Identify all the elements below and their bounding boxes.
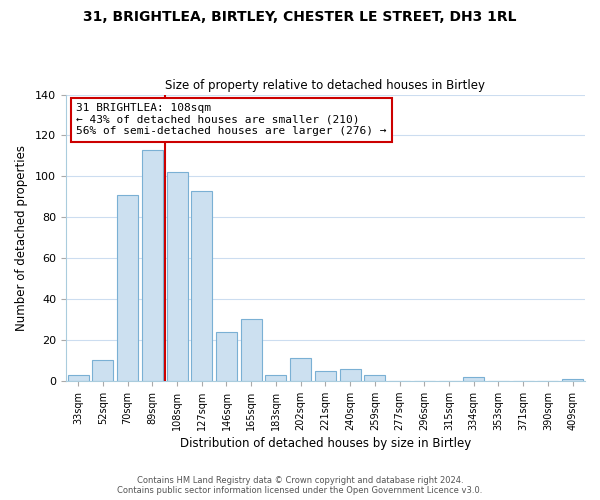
Bar (265, 374, 286, 381)
Bar (340, 368, 361, 381)
Bar (167, 172, 188, 381)
Bar (290, 358, 311, 381)
Y-axis label: Number of detached properties: Number of detached properties (15, 144, 28, 330)
Text: Contains HM Land Registry data © Crown copyright and database right 2024.
Contai: Contains HM Land Registry data © Crown c… (118, 476, 482, 495)
X-axis label: Distribution of detached houses by size in Birtley: Distribution of detached houses by size … (180, 437, 471, 450)
Bar (117, 195, 138, 381)
Text: 31, BRIGHTLEA, BIRTLEY, CHESTER LE STREET, DH3 1RL: 31, BRIGHTLEA, BIRTLEY, CHESTER LE STREE… (83, 10, 517, 24)
Text: 31 BRIGHTLEA: 108sqm
← 43% of detached houses are smaller (210)
56% of semi-deta: 31 BRIGHTLEA: 108sqm ← 43% of detached h… (76, 103, 386, 136)
Bar (364, 374, 385, 381)
Bar (241, 320, 262, 381)
Bar (463, 376, 484, 381)
Bar (216, 332, 237, 381)
Bar (562, 379, 583, 381)
Bar (142, 150, 163, 381)
Title: Size of property relative to detached houses in Birtley: Size of property relative to detached ho… (166, 79, 485, 92)
Bar (68, 374, 89, 381)
Bar (191, 190, 212, 381)
Bar (315, 370, 336, 381)
Bar (92, 360, 113, 381)
